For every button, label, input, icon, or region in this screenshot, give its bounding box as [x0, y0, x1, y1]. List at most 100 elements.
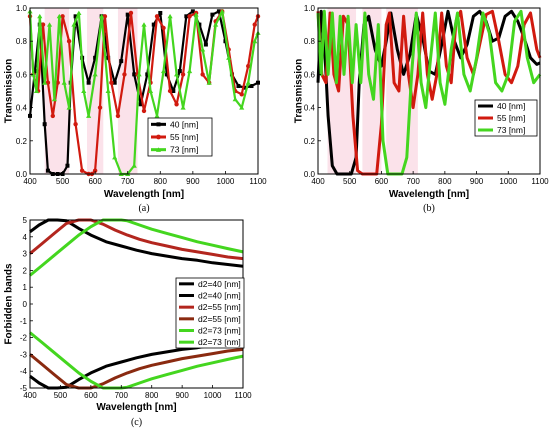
data-point: [206, 80, 212, 85]
x-tick-label: 600: [375, 177, 389, 186]
data-point: [174, 102, 179, 107]
legend-label: d2=40 [nm]: [198, 291, 241, 301]
x-tick-label: 1100: [249, 177, 267, 186]
x-tick-label: 900: [186, 177, 200, 186]
y-tick-label: 1: [23, 283, 28, 292]
data-point: [73, 122, 78, 127]
y-tick-label: 0.2: [16, 137, 28, 146]
y-tick-label: 0.8: [16, 37, 28, 46]
data-point: [102, 14, 108, 19]
data-point: [65, 163, 70, 168]
y-tick-label: 4: [23, 233, 28, 242]
data-point: [92, 72, 98, 77]
legend-marker: [156, 134, 161, 140]
panel-caption: (a): [138, 203, 149, 214]
data-point: [145, 72, 150, 77]
series-line: [29, 218, 244, 261]
legend-label: d2=55 [nm]: [198, 302, 241, 312]
data-point: [99, 13, 105, 19]
x-tick-label: 400: [23, 391, 37, 400]
x-tick-label: 700: [115, 391, 129, 400]
data-point: [97, 105, 103, 110]
data-point: [122, 72, 127, 77]
data-point: [51, 96, 58, 102]
x-tick-label: 900: [470, 177, 484, 186]
data-point: [138, 102, 143, 107]
data-point: [249, 84, 254, 89]
data-point: [252, 22, 257, 27]
y-tick-label: 5: [23, 216, 28, 225]
y-tick-label: 2: [23, 266, 28, 275]
series-line: [316, 9, 542, 176]
data-point: [55, 80, 60, 85]
series-line: [29, 347, 244, 390]
y-tick-label: 0: [23, 300, 28, 309]
data-point: [50, 113, 55, 119]
data-point: [239, 105, 245, 110]
data-point: [60, 14, 65, 19]
data-point: [245, 80, 251, 85]
data-point: [141, 22, 147, 27]
data-point: [66, 39, 72, 44]
data-point: [109, 80, 114, 85]
y-tick-label: 0.8: [304, 37, 316, 46]
data-point: [131, 163, 137, 168]
plot-frame: [317, 7, 541, 175]
data-point: [73, 14, 78, 19]
data-point: [86, 80, 91, 85]
data-point: [46, 22, 53, 27]
data-point: [187, 68, 193, 74]
y-tick-label: 0.2: [304, 137, 316, 146]
data-point: [92, 168, 98, 173]
data-point: [161, 25, 166, 31]
panel-caption: (b): [423, 203, 435, 214]
x-tick-label: 500: [56, 177, 70, 186]
legend-marker: [156, 147, 161, 152]
data-point: [132, 72, 137, 77]
data-point: [219, 8, 225, 14]
data-point: [190, 9, 195, 14]
legend-label: 73 [nm]: [170, 145, 198, 155]
data-point: [93, 55, 98, 60]
data-point: [239, 92, 244, 97]
data-point: [119, 59, 124, 64]
y-tick-label: 0.0: [16, 170, 28, 179]
legend-label: 40 [nm]: [497, 101, 525, 111]
data-point: [160, 68, 167, 74]
y-tick-label: -3: [20, 350, 28, 359]
y-tick-label: -4: [20, 367, 28, 376]
x-tick-label: 1000: [217, 177, 235, 186]
data-point: [136, 72, 142, 77]
data-point: [45, 168, 50, 173]
x-tick-label: 1000: [499, 177, 517, 186]
data-point: [164, 72, 169, 77]
x-tick-label: 400: [311, 177, 325, 186]
panel-caption: (c): [131, 417, 142, 428]
data-point: [71, 22, 77, 27]
x-tick-label: 800: [145, 391, 159, 400]
x-tick-label: 700: [406, 177, 420, 186]
data-point: [79, 168, 85, 173]
y-tick-label: 0.4: [16, 104, 28, 113]
legend-label: 40 [nm]: [170, 119, 198, 129]
x-tick-label: 1100: [234, 391, 252, 400]
data-point: [197, 22, 202, 27]
data-point: [115, 113, 121, 119]
band-highlight: [87, 8, 104, 174]
y-tick-label: 0.0: [304, 170, 316, 179]
data-point: [226, 55, 232, 60]
data-point: [200, 72, 205, 77]
legend-box: [175, 277, 245, 349]
y-axis-label: Forbidden bands: [4, 263, 15, 345]
x-tick-label: 400: [23, 177, 37, 186]
panel-b: 400 500 600 700 800 900 1000 1100 0.0 0.2 0.4 0.6 0.…: [294, 4, 550, 214]
data-point: [81, 88, 87, 93]
data-point: [61, 80, 67, 85]
x-tick-label: 800: [154, 177, 168, 186]
x-axis-label: Wavelength [nm]: [96, 402, 176, 413]
x-tick-label: 900: [175, 391, 189, 400]
data-point: [242, 85, 247, 90]
legend-label: 55 [nm]: [497, 113, 525, 123]
x-tick-label: 600: [84, 391, 98, 400]
data-point: [193, 12, 199, 17]
